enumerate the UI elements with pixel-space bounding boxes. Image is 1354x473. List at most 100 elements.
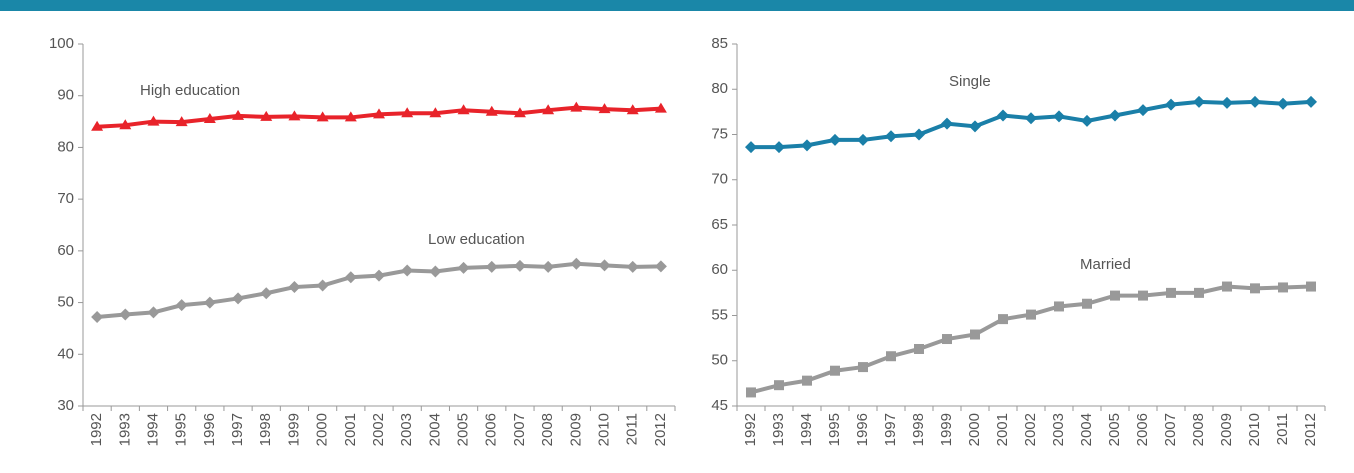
y-tick-label: 85 xyxy=(711,35,728,52)
marker xyxy=(316,279,329,292)
x-tick-label: 1996 xyxy=(854,413,871,446)
x-tick-label: 2009 xyxy=(1218,413,1235,446)
x-tick-label: 2005 xyxy=(1106,413,1123,446)
marker xyxy=(857,133,869,146)
x-tick-label: 2010 xyxy=(1246,413,1263,446)
x-tick-label: 2009 xyxy=(567,413,584,446)
x-tick-label: 2003 xyxy=(1050,413,1067,446)
marker xyxy=(485,260,498,273)
marker xyxy=(802,375,812,386)
marker xyxy=(1306,281,1316,292)
marker xyxy=(316,111,329,122)
y-tick-label: 50 xyxy=(711,352,728,369)
x-tick-label: 2006 xyxy=(1134,413,1151,446)
marker xyxy=(457,104,470,115)
x-tick-label: 2012 xyxy=(1302,413,1319,446)
marker xyxy=(1165,98,1177,111)
y-tick-label: 65 xyxy=(711,216,728,233)
y-tick-label: 75 xyxy=(711,125,728,142)
marker xyxy=(942,334,952,345)
x-tick-label: 1997 xyxy=(882,413,899,446)
x-tick-label: 1996 xyxy=(201,413,218,446)
marker xyxy=(344,111,357,122)
marker xyxy=(91,120,104,131)
marker xyxy=(830,365,840,376)
x-tick-label: 1994 xyxy=(798,413,815,446)
x-tick-label: 2008 xyxy=(1190,413,1207,446)
marker xyxy=(232,109,245,120)
x-tick-label: 2003 xyxy=(398,413,415,446)
marker xyxy=(542,260,555,273)
marker xyxy=(746,387,756,398)
x-tick-label: 2012 xyxy=(652,413,669,446)
x-tick-label: 1992 xyxy=(88,413,105,446)
marker xyxy=(829,133,841,146)
x-tick-label: 2007 xyxy=(511,413,528,446)
marker xyxy=(1109,109,1121,122)
x-tick-label: 1995 xyxy=(826,413,843,446)
top-band xyxy=(0,0,1354,11)
marker xyxy=(654,102,667,113)
marker xyxy=(745,141,757,154)
marker xyxy=(260,110,273,121)
x-tick-label: 2004 xyxy=(1078,413,1095,446)
marker xyxy=(886,351,896,362)
marker xyxy=(885,130,897,143)
x-tick-label: 1998 xyxy=(257,413,274,446)
y-tick-label: 90 xyxy=(57,87,74,104)
marker xyxy=(147,115,160,126)
marker xyxy=(457,261,470,274)
marker xyxy=(626,104,639,115)
marker xyxy=(203,296,216,309)
x-tick-label: 1997 xyxy=(229,413,246,446)
x-tick-label: 2011 xyxy=(624,413,641,445)
y-tick-label: 60 xyxy=(57,242,74,259)
marker xyxy=(1221,96,1233,109)
marker xyxy=(175,116,188,127)
series-label: Low education xyxy=(428,231,525,248)
marker xyxy=(429,107,442,118)
marker xyxy=(1026,309,1036,320)
marker xyxy=(997,109,1009,122)
marker xyxy=(119,308,132,321)
series-label: Single xyxy=(949,73,991,90)
x-tick-label: 1995 xyxy=(173,413,190,446)
x-tick-label: 2002 xyxy=(370,413,387,446)
marker xyxy=(970,329,980,340)
x-tick-label: 2011 xyxy=(1274,413,1291,445)
x-tick-label: 1993 xyxy=(770,413,787,446)
marker xyxy=(1082,298,1092,309)
y-tick-label: 80 xyxy=(711,80,728,97)
marker xyxy=(1305,95,1317,108)
x-tick-label: 2001 xyxy=(342,413,359,446)
x-tick-label: 2004 xyxy=(426,413,443,446)
y-tick-label: 50 xyxy=(57,294,74,311)
y-tick-label: 80 xyxy=(57,138,74,155)
marker xyxy=(232,292,245,305)
y-tick-label: 40 xyxy=(57,345,74,362)
marker xyxy=(513,107,526,118)
marker xyxy=(1138,290,1148,301)
marker xyxy=(913,128,925,141)
x-tick-label: 2000 xyxy=(966,413,983,446)
x-tick-label: 1993 xyxy=(116,413,133,446)
marker xyxy=(91,311,104,324)
marker xyxy=(969,120,981,133)
y-tick-label: 30 xyxy=(57,397,74,414)
marker xyxy=(941,117,953,130)
marker xyxy=(429,265,442,278)
x-tick-label: 2001 xyxy=(994,413,1011,446)
series-label: High education xyxy=(140,82,240,99)
marker xyxy=(858,362,868,373)
marker xyxy=(598,103,611,114)
x-tick-label: 2002 xyxy=(1022,413,1039,446)
marker xyxy=(773,141,785,154)
marker xyxy=(175,299,188,312)
y-tick-label: 60 xyxy=(711,261,728,278)
marker xyxy=(260,287,273,300)
marker xyxy=(119,119,132,130)
marker xyxy=(570,257,583,270)
x-tick-label: 1992 xyxy=(742,413,759,446)
marker xyxy=(373,269,385,282)
